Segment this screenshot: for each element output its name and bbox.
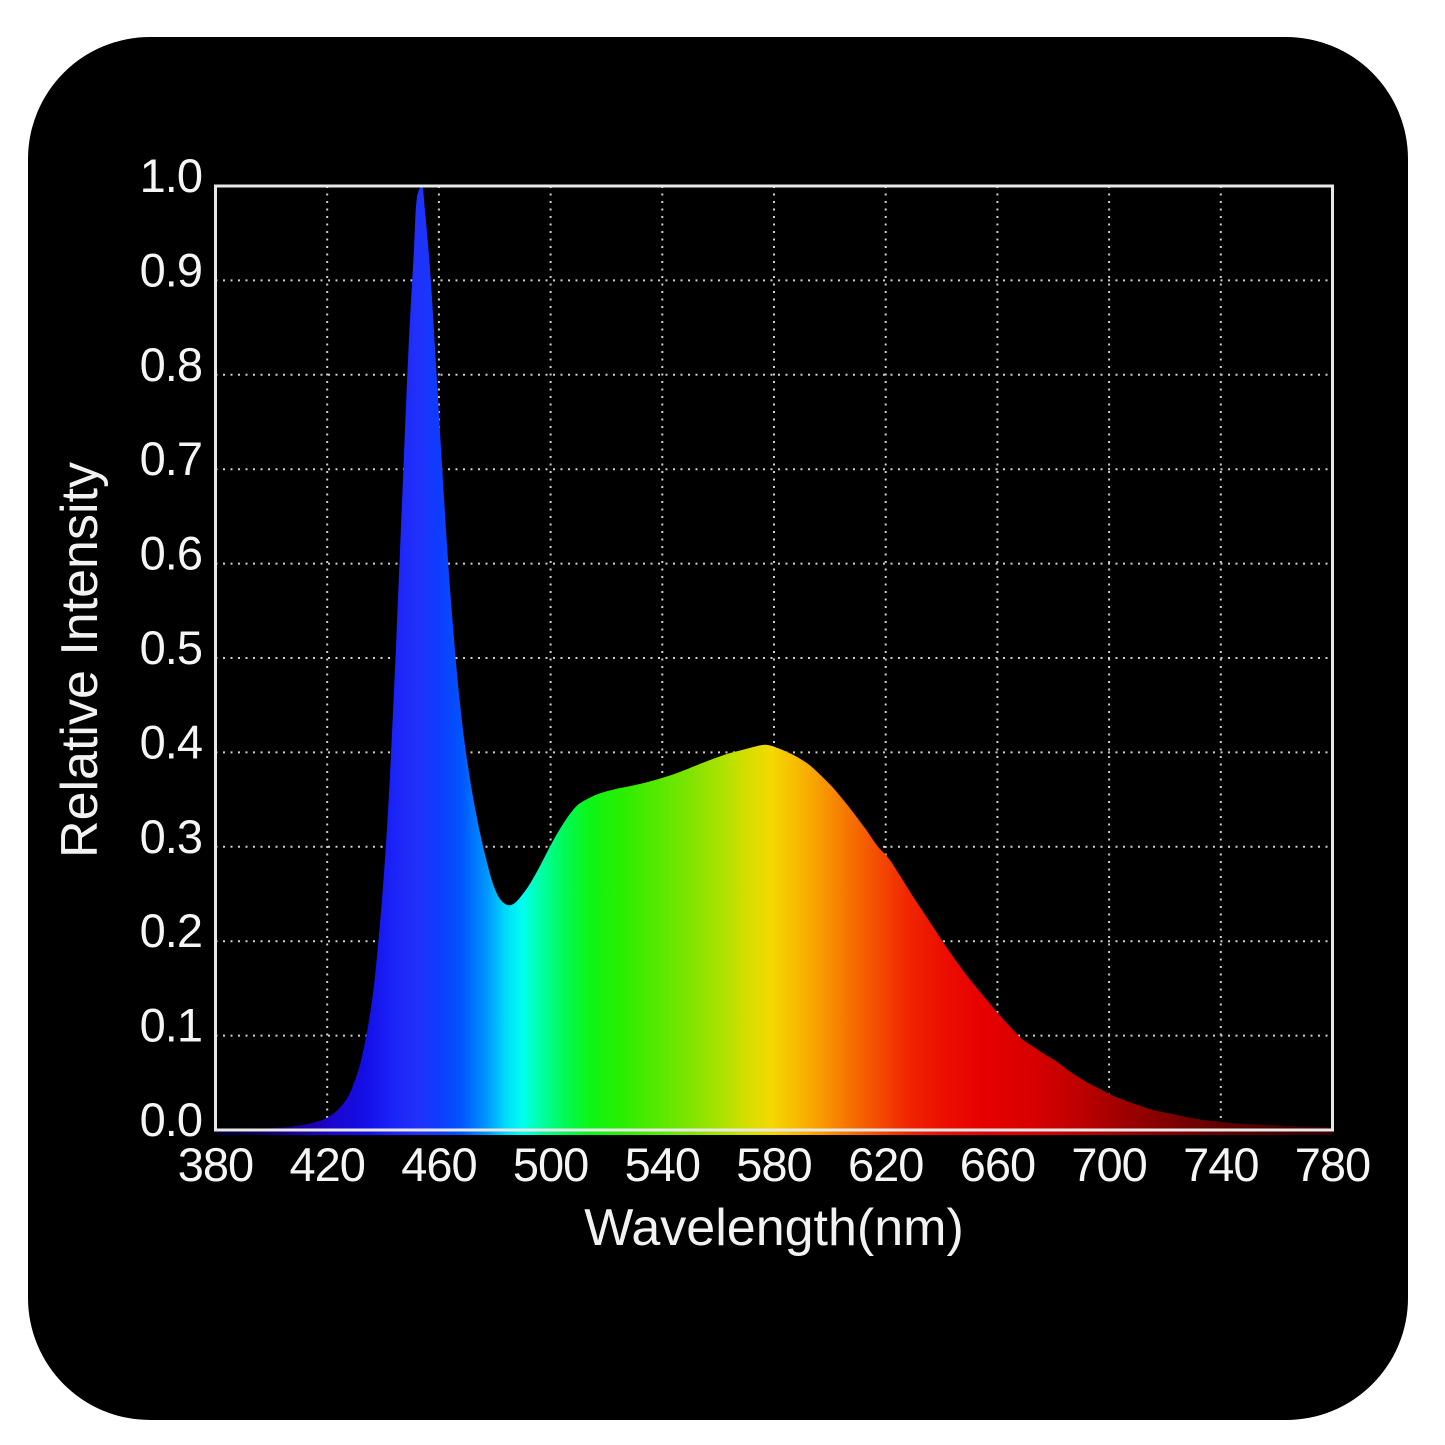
chart-panel <box>28 37 1408 1420</box>
y-tick-label: 0.0 <box>140 1093 202 1146</box>
x-tick-label: 460 <box>401 1138 476 1191</box>
y-tick-label: 0.6 <box>140 527 202 580</box>
x-tick-labels: 380 420 460 500 540 580 620 660 700 740 780 <box>178 1138 1371 1191</box>
x-tick-label: 620 <box>848 1138 923 1191</box>
x-tick-label: 540 <box>625 1138 700 1191</box>
y-tick-label: 0.3 <box>140 810 202 863</box>
plot-frame <box>214 184 1334 1132</box>
x-tick-label: 500 <box>513 1138 588 1191</box>
x-tick-label: 420 <box>289 1138 364 1191</box>
y-tick-label: 0.4 <box>140 715 202 768</box>
y-tick-label: 0.7 <box>140 432 202 485</box>
y-tick-label: 0.2 <box>140 904 202 957</box>
gridlines <box>215 186 1333 1130</box>
y-axis-title: Relative Intensity <box>51 462 109 858</box>
y-tick-label: 0.1 <box>140 999 202 1052</box>
x-tick-label: 580 <box>736 1138 811 1191</box>
y-tick-label: 0.8 <box>140 338 202 391</box>
y-tick-labels: 0.0 0.1 0.2 0.3 0.4 0.5 0.6 0.7 0.8 0.9 1.0 <box>140 149 203 1146</box>
y-tick-label: 1.0 <box>140 149 202 202</box>
x-tick-label: 380 <box>178 1138 253 1191</box>
x-axis-title: Wavelength(nm) <box>584 1199 964 1257</box>
x-tick-label: 740 <box>1183 1138 1258 1191</box>
x-tick-label: 660 <box>960 1138 1035 1191</box>
y-tick-label: 0.5 <box>140 621 202 674</box>
x-tick-label: 700 <box>1071 1138 1146 1191</box>
x-tick-label: 780 <box>1295 1138 1370 1191</box>
y-tick-label: 0.9 <box>140 243 202 296</box>
spectrum-area <box>215 186 1333 1135</box>
